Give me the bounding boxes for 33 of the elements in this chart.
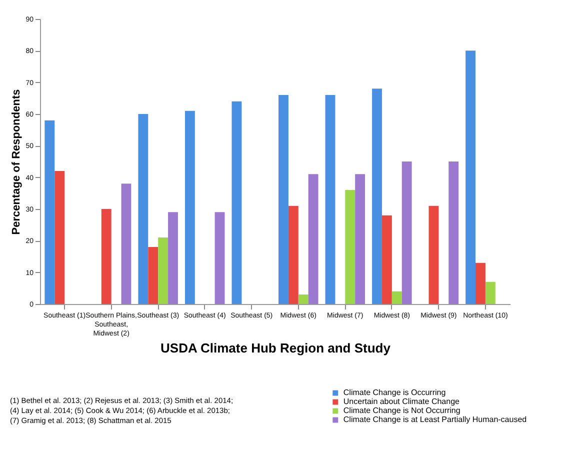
bar (232, 101, 242, 304)
bar (392, 291, 402, 304)
bar (158, 238, 168, 304)
bar (382, 215, 392, 304)
bar (402, 162, 412, 304)
bar (466, 50, 476, 304)
legend-label: Climate Change is at Least Partially Human-caused (343, 415, 527, 424)
x-axis-title: USDA Climate Hub Region and Study (160, 340, 392, 356)
bar (101, 209, 112, 304)
bar (476, 262, 486, 304)
y-axis-title: Percentage of Respondents (10, 89, 23, 235)
bar (184, 110, 195, 304)
bar (214, 212, 225, 304)
bar (485, 282, 496, 304)
bar (428, 206, 439, 304)
bar (355, 174, 366, 304)
bar (44, 120, 55, 304)
bar (121, 184, 132, 304)
bar (288, 206, 298, 304)
legend-label: Climate Change is Not Occurring (343, 406, 460, 415)
legend-label: Uncertain about Climate Change (343, 397, 460, 406)
bar (278, 95, 288, 304)
bar (448, 162, 459, 304)
bar (138, 114, 148, 304)
bar (372, 88, 382, 304)
bar (168, 212, 178, 304)
legend-label: Climate Change is Occurring (343, 388, 446, 397)
bar (54, 171, 65, 304)
bar (308, 174, 318, 304)
bar (148, 247, 158, 304)
bar (298, 294, 308, 304)
bar (345, 190, 356, 304)
bar (325, 95, 336, 304)
